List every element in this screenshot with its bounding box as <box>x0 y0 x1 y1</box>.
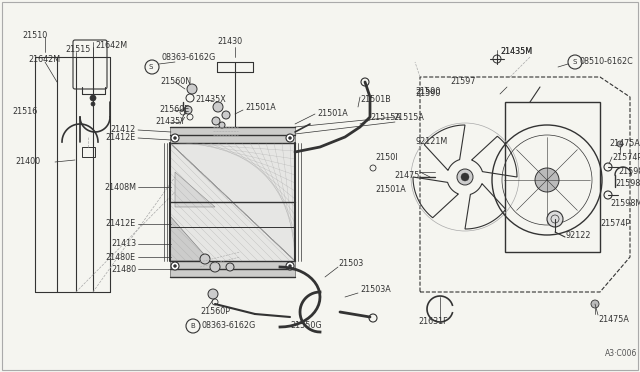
Text: 08363-6162G: 08363-6162G <box>161 54 215 62</box>
Polygon shape <box>170 143 295 261</box>
Text: 21515A: 21515A <box>370 112 401 122</box>
Text: 21560N: 21560N <box>160 77 191 87</box>
Text: 21501A: 21501A <box>317 109 348 119</box>
Text: 21475: 21475 <box>394 171 419 180</box>
Text: 21515: 21515 <box>65 45 90 55</box>
Text: 21412E: 21412E <box>106 219 136 228</box>
Text: 21550G: 21550G <box>290 321 322 330</box>
Text: 21560E: 21560E <box>159 106 189 115</box>
Text: 21435M: 21435M <box>500 48 532 57</box>
Text: 21598: 21598 <box>615 180 640 189</box>
Text: 21501A: 21501A <box>245 103 276 112</box>
Circle shape <box>286 262 294 270</box>
Circle shape <box>547 211 563 227</box>
Circle shape <box>210 262 220 272</box>
Circle shape <box>226 263 234 271</box>
Text: 92121M: 92121M <box>415 138 447 147</box>
Circle shape <box>208 289 218 299</box>
Text: S: S <box>573 59 577 65</box>
Text: 92122: 92122 <box>565 231 591 241</box>
Circle shape <box>617 141 623 147</box>
Text: 21590: 21590 <box>415 87 440 96</box>
Text: 21435Y: 21435Y <box>155 118 185 126</box>
Circle shape <box>213 102 223 112</box>
Text: 21597: 21597 <box>450 77 476 87</box>
Text: 21516: 21516 <box>12 108 37 116</box>
Circle shape <box>461 173 469 181</box>
Text: 21590: 21590 <box>415 90 440 99</box>
Text: 21408M: 21408M <box>104 183 136 192</box>
Text: 21435X: 21435X <box>195 96 226 105</box>
Circle shape <box>90 95 96 101</box>
Text: 21475A: 21475A <box>609 140 640 148</box>
Polygon shape <box>170 216 210 261</box>
Polygon shape <box>170 261 295 277</box>
Circle shape <box>187 84 197 94</box>
Circle shape <box>171 134 179 142</box>
Circle shape <box>222 111 230 119</box>
Circle shape <box>200 254 210 264</box>
Text: 21480: 21480 <box>111 264 136 273</box>
Circle shape <box>173 137 177 140</box>
Text: 21510: 21510 <box>22 31 47 39</box>
Text: S: S <box>149 64 153 70</box>
Circle shape <box>289 264 291 267</box>
Circle shape <box>289 137 291 140</box>
Text: 21480E: 21480E <box>106 253 136 262</box>
Circle shape <box>212 117 220 125</box>
Text: 21430: 21430 <box>218 38 243 46</box>
Polygon shape <box>170 127 295 143</box>
Text: 21435M: 21435M <box>500 48 532 57</box>
Text: 21400: 21400 <box>15 157 40 167</box>
Text: 21503A: 21503A <box>360 285 391 295</box>
Text: A3·C006: A3·C006 <box>605 350 637 359</box>
Text: 21515A: 21515A <box>393 112 424 122</box>
Text: 21642M: 21642M <box>28 55 60 64</box>
Text: 21598M: 21598M <box>610 199 640 208</box>
Polygon shape <box>175 172 215 207</box>
Circle shape <box>91 102 95 106</box>
Text: 21631F: 21631F <box>418 317 447 327</box>
Text: 08510-6162C: 08510-6162C <box>580 58 634 67</box>
Circle shape <box>535 168 559 192</box>
Circle shape <box>171 262 179 270</box>
Text: 08363-6162G: 08363-6162G <box>201 321 255 330</box>
Text: 21574P: 21574P <box>600 219 630 228</box>
Text: 21501A: 21501A <box>375 186 406 195</box>
Text: 21598L: 21598L <box>618 167 640 176</box>
Text: 21642M: 21642M <box>95 41 127 49</box>
Text: 21501B: 21501B <box>360 96 391 105</box>
Text: 21560P: 21560P <box>200 308 230 317</box>
Circle shape <box>173 264 177 267</box>
Text: 21503: 21503 <box>338 260 364 269</box>
Circle shape <box>286 134 294 142</box>
Text: 21574P: 21574P <box>612 153 640 161</box>
Circle shape <box>457 169 473 185</box>
Text: 21412: 21412 <box>111 125 136 135</box>
Circle shape <box>219 122 225 128</box>
Text: 21475A: 21475A <box>598 315 629 324</box>
Text: 21412E: 21412E <box>106 134 136 142</box>
Text: 2150l: 2150l <box>375 153 397 161</box>
Text: 21413: 21413 <box>111 240 136 248</box>
Circle shape <box>184 106 192 114</box>
Text: B: B <box>191 323 195 329</box>
Circle shape <box>591 300 599 308</box>
